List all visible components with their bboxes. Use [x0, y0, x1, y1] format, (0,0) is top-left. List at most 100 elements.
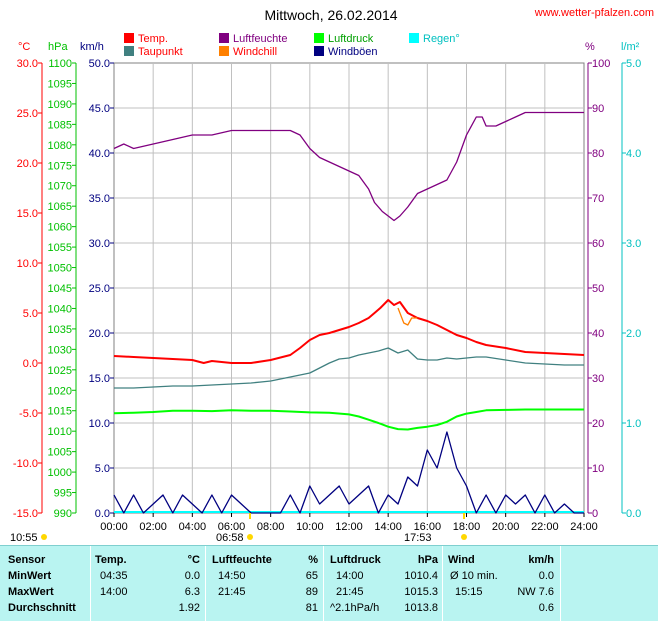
pressure-axis-tick-label: 1045: [48, 283, 72, 295]
row-max-temp-val: 6.3: [184, 586, 200, 598]
series-luftdruck: [113, 408, 584, 431]
rain-unit-label: l/m²: [621, 41, 640, 53]
pressure-axis-tick-label: 1040: [48, 303, 72, 315]
row-min-label: MinWert: [8, 570, 52, 582]
stats-table: Sensor Temp. °C Luftfeuchte % Luftdruck …: [0, 545, 658, 621]
pressure-axis-tick-label: 1060: [48, 222, 72, 234]
rain-axis-tick-label: 5.0: [626, 58, 641, 70]
row-min-pres-val: 1010.4: [404, 570, 438, 582]
temp-axis-tick-label: 20.0: [17, 158, 38, 170]
humidity-axis-tick-label: 30: [592, 373, 604, 385]
row-avg-pres-val: 1013.8: [404, 602, 438, 614]
x-axis-tick-label: 04:00: [179, 521, 207, 533]
grid: [114, 63, 584, 513]
row-max-temp-time: 14:00: [100, 586, 128, 598]
row-min-wind-val: 0.0: [538, 570, 554, 582]
x-axis-tick-label: 14:00: [374, 521, 402, 533]
data-series: [113, 111, 585, 514]
rain-axis-tick-label: 3.0: [626, 238, 641, 250]
row-max-label: MaxWert: [8, 586, 54, 598]
row-avg-pres-trend: ^2.1hPa/h: [330, 602, 380, 614]
x-axis-tick-label: 10:00: [296, 521, 324, 533]
row-max-pres-time: 21:45: [336, 586, 364, 598]
pressure-axis-tick-label: 1005: [48, 447, 72, 459]
x-axis-tick-label: 02:00: [139, 521, 167, 533]
pressure-axis-tick-label: 1010: [48, 426, 72, 438]
legend: Temp. Luftfeuchte Luftdruck Regen° Taupu…: [124, 33, 460, 58]
series-temp-: [113, 299, 585, 364]
x-axis-tick-label: 06:00: [218, 521, 246, 533]
sun-left-icon: [41, 534, 47, 540]
x-axis-tick-label: 24:00: [570, 521, 598, 533]
x-axis-tick-label: 00:00: [100, 521, 128, 533]
row-avg-wind-val: 0.6: [538, 602, 554, 614]
humidity-axis-tick-label: 100: [592, 58, 610, 70]
header-temp-unit: °C: [187, 554, 200, 566]
row-avg-temp-val: 1.92: [178, 602, 200, 614]
pressure-axis-tick-label: 1100: [48, 58, 72, 70]
wind-axis-tick-label: 25.0: [89, 283, 110, 295]
legend-swatch-pressure: [314, 33, 324, 43]
legend-label-rain: Regen°: [423, 33, 460, 45]
header-wind: Wind: [448, 554, 475, 566]
wind-axis-tick-label: 45.0: [89, 103, 110, 115]
series-windb-en: [113, 431, 584, 514]
temp-axis-tick-label: 5.0: [23, 308, 38, 320]
wind-axis-tick-label: 35.0: [89, 193, 110, 205]
sunset-time: 17:53: [404, 532, 432, 544]
temp-axis-tick-label: 10.0: [17, 258, 38, 270]
legend-label-dewpoint: Taupunkt: [138, 46, 183, 58]
sun-left-time: 10:55: [10, 532, 38, 544]
row-max-hum-time: 21:45: [218, 586, 246, 598]
temp-axis-tick-label: 15.0: [17, 208, 38, 220]
temp-unit-label: °C: [18, 41, 30, 53]
row-avg-hum-val: 81: [305, 602, 318, 614]
series-luftfeuchte: [113, 111, 584, 222]
pressure-axis-tick-label: 1055: [48, 242, 72, 254]
humidity-axis-tick-label: 80: [592, 148, 604, 160]
row-min-temp-val: 0.0: [184, 570, 200, 582]
header-humidity-unit: %: [308, 554, 318, 566]
row-max-pres-val: 1015.3: [404, 586, 438, 598]
sunrise-time: 06:58: [216, 532, 244, 544]
legend-label-temp: Temp.: [138, 33, 168, 45]
wind-axis-tick-label: 40.0: [89, 148, 110, 160]
source-link[interactable]: www.wetter-pfalzen.com: [534, 7, 654, 19]
x-axis-tick-label: 16:00: [414, 521, 442, 533]
header-sensor: Sensor: [8, 554, 46, 566]
temp-axis-tick-label: -15.0: [13, 508, 38, 520]
temp-axis-tick-label: 25.0: [17, 108, 38, 120]
row-max-wind-label: 15:15: [455, 586, 483, 598]
wind-axis-tick-label: 50.0: [89, 58, 110, 70]
humidity-axis-tick-label: 40: [592, 328, 604, 340]
temp-axis-tick-label: 0.0: [23, 358, 38, 370]
humidity-axis-tick-label: 50: [592, 283, 604, 295]
rain-axis-tick-label: 2.0: [626, 328, 641, 340]
pressure-axis-tick-label: 1085: [48, 119, 72, 131]
legend-swatch-dewpoint: [124, 46, 134, 56]
sunset-icon: [461, 534, 467, 540]
legend-swatch-humidity: [219, 33, 229, 43]
rain-axis-tick-label: 4.0: [626, 148, 641, 160]
header-humidity: Luftfeuchte: [212, 554, 272, 566]
humidity-unit-label: %: [585, 41, 595, 53]
x-axis-tick-label: 08:00: [257, 521, 285, 533]
pressure-axis-tick-label: 1080: [48, 140, 72, 152]
series-windchill: [397, 307, 418, 326]
header-wind-unit: km/h: [528, 554, 554, 566]
legend-swatch-gusts: [314, 46, 324, 56]
wind-axis-tick-label: 20.0: [89, 328, 110, 340]
wind-axis-tick-label: 10.0: [89, 418, 110, 430]
pressure-axis-tick-label: 1065: [48, 201, 72, 213]
humidity-axis-tick-label: 0: [592, 508, 598, 520]
x-axis-tick-label: 22:00: [531, 521, 559, 533]
wind-axis-tick-label: 30.0: [89, 238, 110, 250]
wind-axis-tick-label: 5.0: [95, 463, 110, 475]
row-min-temp-time: 04:35: [100, 570, 128, 582]
humidity-axis-tick-label: 10: [592, 463, 604, 475]
pressure-axis-tick-label: 1095: [48, 78, 72, 90]
humidity-axis-tick-label: 60: [592, 238, 604, 250]
pressure-axis-tick-label: 1090: [48, 99, 72, 111]
pressure-axis-tick-label: 1070: [48, 181, 72, 193]
rain-axis-tick-label: 0.0: [626, 508, 641, 520]
